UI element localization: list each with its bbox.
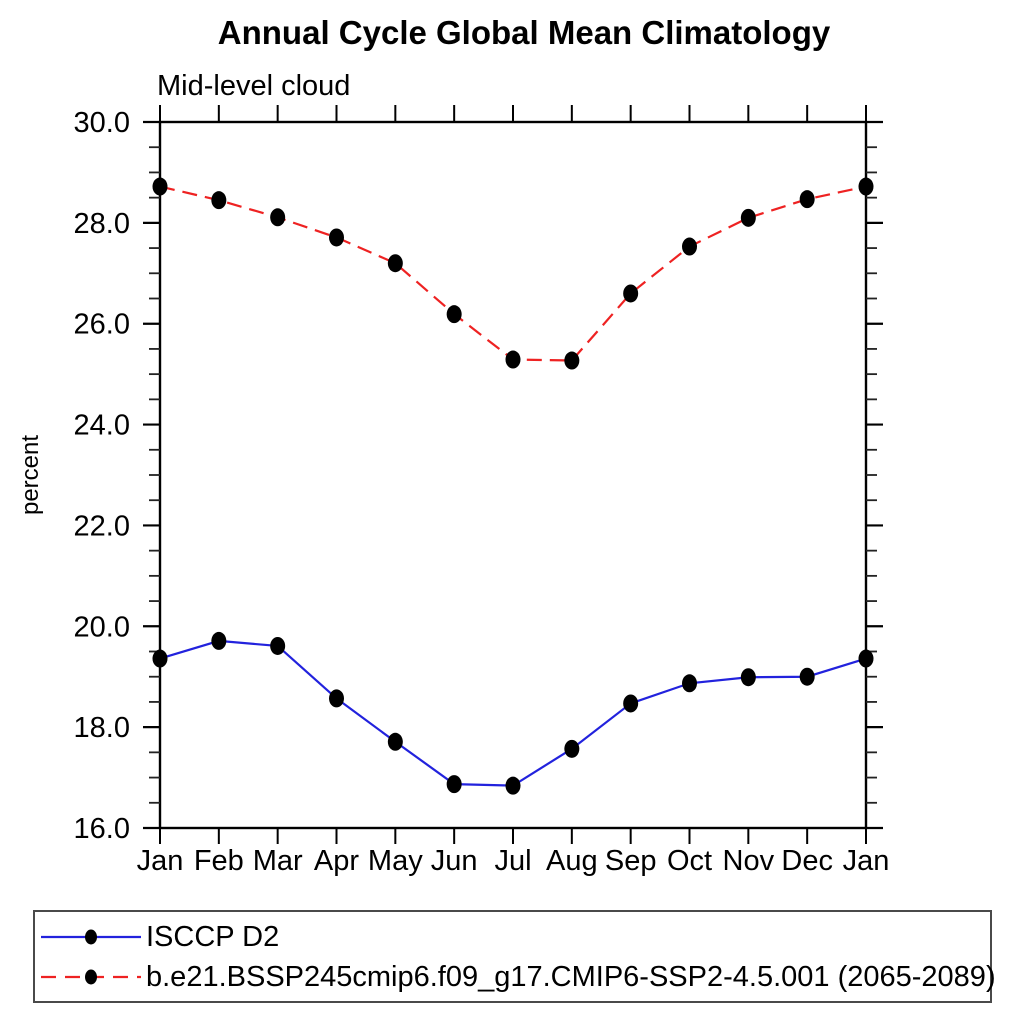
data-point-marker xyxy=(211,191,227,210)
x-tick-label: Dec xyxy=(781,845,833,877)
data-point-marker xyxy=(270,208,286,227)
x-tick-label: Nov xyxy=(723,845,775,877)
legend-entry-obs: ISCCP D2 xyxy=(39,920,280,953)
y-tick-label: 16.0 xyxy=(74,813,130,845)
data-point-marker xyxy=(446,305,462,324)
x-tick-label: Feb xyxy=(194,845,244,877)
x-tick-label: Apr xyxy=(314,845,359,877)
data-point-marker xyxy=(387,254,403,273)
data-point-marker xyxy=(270,636,286,655)
data-point-marker xyxy=(152,649,168,668)
data-point-marker xyxy=(387,732,403,751)
x-tick-label: Aug xyxy=(546,845,598,877)
legend-label-model: b.e21.BSSP245cmip6.f09_g17.CMIP6-SSP2-4.… xyxy=(146,960,996,993)
chart-subtitle: Mid-level cloud xyxy=(157,70,351,102)
y-tick-label: 30.0 xyxy=(74,107,130,139)
data-point-marker xyxy=(505,776,521,795)
data-point-marker xyxy=(329,228,344,247)
data-point-marker xyxy=(858,649,874,668)
y-tick-label: 28.0 xyxy=(74,208,130,240)
plot-generated-content: 16.0 18.0 20.0 22.0 24.0 26.0 28.0 30.0 Jan Feb Ma… xyxy=(74,105,890,877)
x-tick-label: Jul xyxy=(494,845,531,877)
legend-entry-model: b.e21.BSSP245cmip6.f09_g17.CMIP6-SSP2-4.… xyxy=(39,960,996,993)
chart-title: Annual Cycle Global Mean Climatology xyxy=(217,14,831,51)
data-point-marker xyxy=(799,190,815,209)
x-tick-label: Oct xyxy=(667,845,712,877)
y-tick-label: 24.0 xyxy=(74,410,130,442)
data-point-marker xyxy=(623,694,639,713)
data-point-marker xyxy=(564,351,580,370)
x-tick-label: Jun xyxy=(431,845,478,877)
legend-sample-model-line xyxy=(41,969,141,985)
legend: ISCCP D2 b.e21.BSSP245cmip6.f09_g17.CMIP… xyxy=(33,910,996,1003)
data-point-marker xyxy=(740,668,756,687)
legend-label-obs: ISCCP D2 xyxy=(146,920,280,953)
x-tick-label: Sep xyxy=(605,845,657,877)
series-line-model xyxy=(159,185,867,362)
x-tick-label: Jan xyxy=(843,845,890,877)
legend-marker-icon xyxy=(85,969,97,985)
y-tick-label: 22.0 xyxy=(74,510,130,542)
data-point-marker xyxy=(858,177,874,196)
data-point-marker xyxy=(564,739,580,758)
data-point-marker xyxy=(623,284,639,303)
x-tick-label: May xyxy=(368,845,423,877)
data-point-marker xyxy=(682,674,697,693)
data-point-marker xyxy=(799,667,815,686)
y-axis-label: percent xyxy=(17,435,44,515)
plot-area: percent 16.0 18.0 20.0 22.0 24.0 26.0 28.0 30.0… xyxy=(17,105,890,877)
data-point-marker xyxy=(446,775,462,794)
y-tick-label: 18.0 xyxy=(74,712,130,744)
legend-marker-icon xyxy=(85,929,97,945)
y-tick-label: 26.0 xyxy=(74,309,130,341)
plot-frame xyxy=(158,120,868,830)
y-tick-label: 20.0 xyxy=(74,611,130,643)
data-point-marker xyxy=(152,177,168,196)
data-point-marker xyxy=(682,237,697,256)
legend-sample-obs-line xyxy=(41,929,141,945)
data-point-marker xyxy=(329,689,344,708)
series-line-obs xyxy=(159,639,867,787)
data-point-marker xyxy=(740,208,756,227)
x-tick-label: Jan xyxy=(137,845,184,877)
data-point-marker xyxy=(211,631,227,650)
data-point-marker xyxy=(505,350,521,369)
x-tick-label: Mar xyxy=(253,845,303,877)
